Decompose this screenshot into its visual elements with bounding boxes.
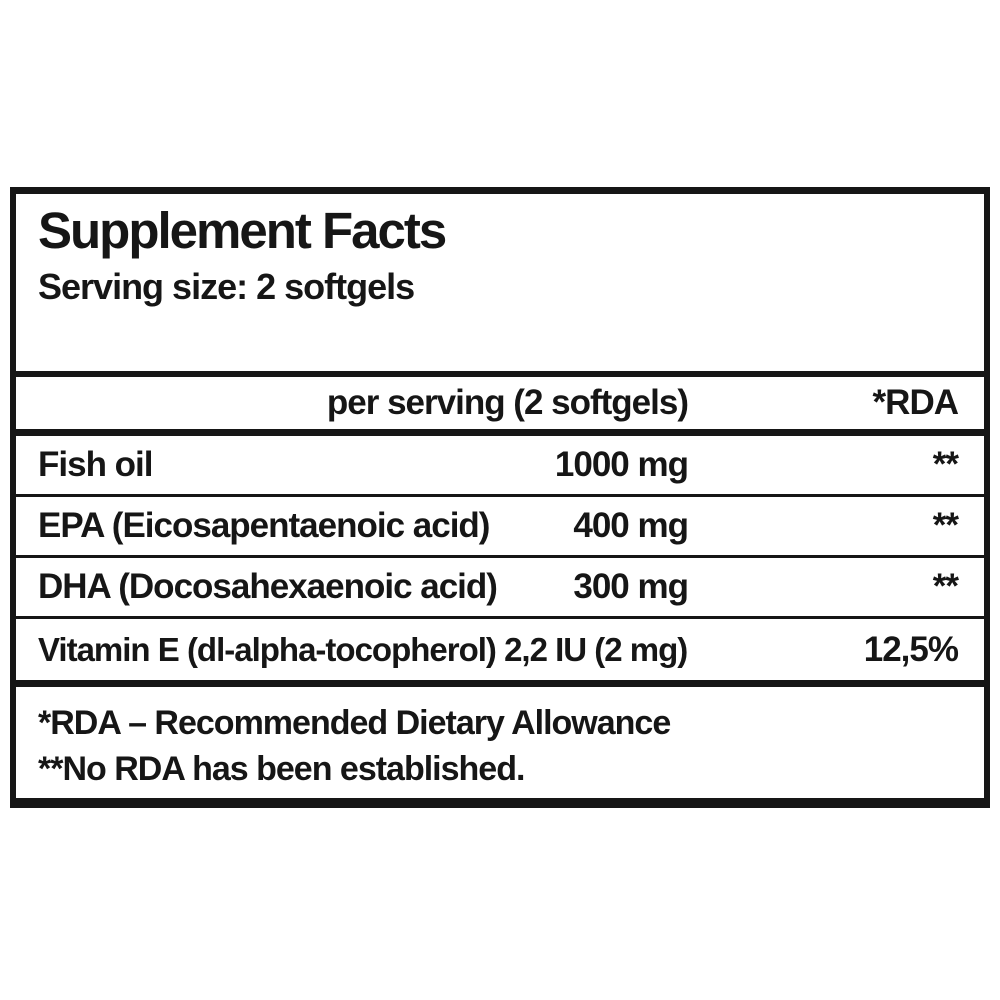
supplement-facts-panel: Supplement Facts Serving size: 2 softgel… [10, 187, 990, 808]
ingredient-name: Fish oil [38, 445, 153, 484]
ingredient-amount: 300 mg [573, 567, 689, 606]
table-row-epa: EPA (Eicosapentaenoic acid) 400 mg ** [16, 497, 984, 555]
row-divider [16, 494, 984, 497]
divider-above-footnotes [16, 680, 984, 687]
ingredient-rda: ** [932, 567, 959, 606]
table-row-dha: DHA (Docosahexaenoic acid) 300 mg ** [16, 558, 984, 616]
panel-title: Supplement Facts [38, 202, 447, 259]
divider-below-column-headers [16, 429, 984, 436]
ingredient-name: DHA (Docosahexaenoic acid) [38, 567, 498, 606]
ingredient-rda: ** [932, 506, 959, 545]
footnote-no-rda: **No RDA has been established. [38, 749, 525, 788]
footnote-rda-definition: *RDA – Recommended Dietary Allowance [38, 704, 671, 742]
ingredient-name: EPA (Eicosapentaenoic acid) [38, 506, 490, 545]
ingredient-amount: 1000 mg [554, 445, 689, 484]
ingredient-name: Vitamin E (dl-alpha-tocopherol) 2,2 IU (… [38, 630, 688, 668]
table-row-vitamin-e: Vitamin E (dl-alpha-tocopherol) 2,2 IU (… [16, 619, 984, 680]
row-divider [16, 616, 984, 619]
column-header-amount: per serving (2 softgels) [326, 383, 689, 422]
ingredient-amount: 400 mg [573, 506, 689, 545]
table-row-fish-oil: Fish oil 1000 mg ** [16, 436, 984, 494]
column-header-rda: *RDA [872, 383, 959, 422]
row-divider [16, 555, 984, 558]
ingredient-rda: ** [932, 445, 959, 484]
panel-header-section: Supplement Facts Serving size: 2 softgel… [16, 194, 984, 371]
divider-above-column-headers [16, 371, 984, 377]
serving-size: Serving size: 2 softgels [38, 265, 415, 307]
footnotes-section: *RDA – Recommended Dietary Allowance **N… [16, 687, 984, 800]
ingredient-rda: 12,5% [863, 629, 959, 669]
column-header-row: per serving (2 softgels) *RDA [16, 377, 984, 429]
